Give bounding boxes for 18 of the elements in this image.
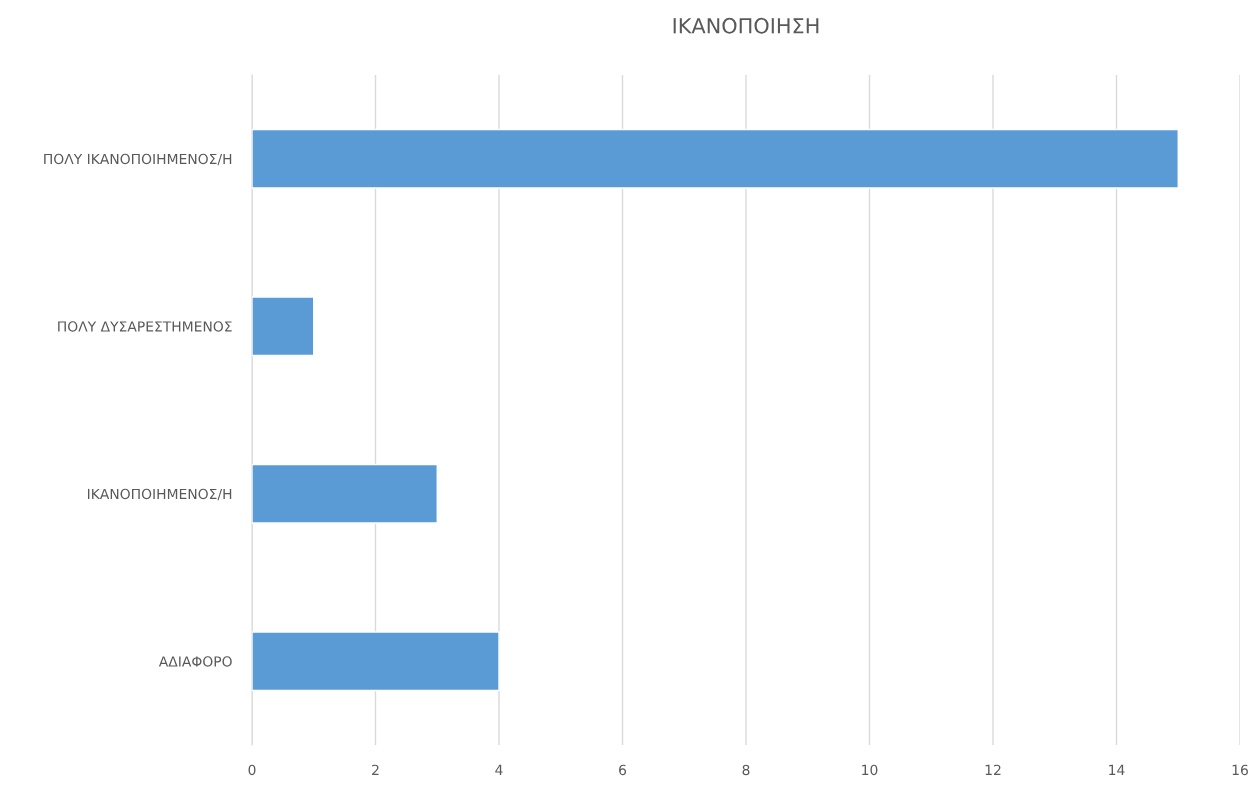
y-tick-label: ΠΟΛΥ ΙΚΑΝΟΠΟΙΗΜΕΝΟΣ/Η	[44, 153, 232, 166]
x-tick-label: 0	[248, 764, 256, 776]
bar	[252, 463, 438, 524]
x-tick-label: 2	[372, 764, 379, 775]
x-tick-label: 4	[495, 764, 503, 775]
x-tick-label: 6	[619, 764, 627, 776]
bar	[252, 296, 315, 357]
bar	[252, 631, 500, 692]
x-tick-label: 14	[1109, 764, 1125, 775]
bar	[252, 128, 1179, 189]
y-tick-label: ΑΔΙΑΦΟΡΟ	[158, 656, 232, 667]
y-tick-label: ΠΟΛΥ ΔΥΣΑΡΕΣΤΗΜΕΝΟΣ	[58, 321, 232, 332]
x-tick-label: 8	[742, 764, 750, 776]
x-tick-label: 16	[1232, 764, 1248, 776]
x-tick-label: 12	[985, 764, 1001, 775]
chart-title: ΙΚΑΝΟΠΟΙΗΣΗ	[673, 17, 819, 34]
y-tick-label: ΙΚΑΝΟΠΟΙΗΜΕΝΟΣ/Η	[87, 488, 232, 501]
x-tick-label: 10	[862, 764, 878, 776]
